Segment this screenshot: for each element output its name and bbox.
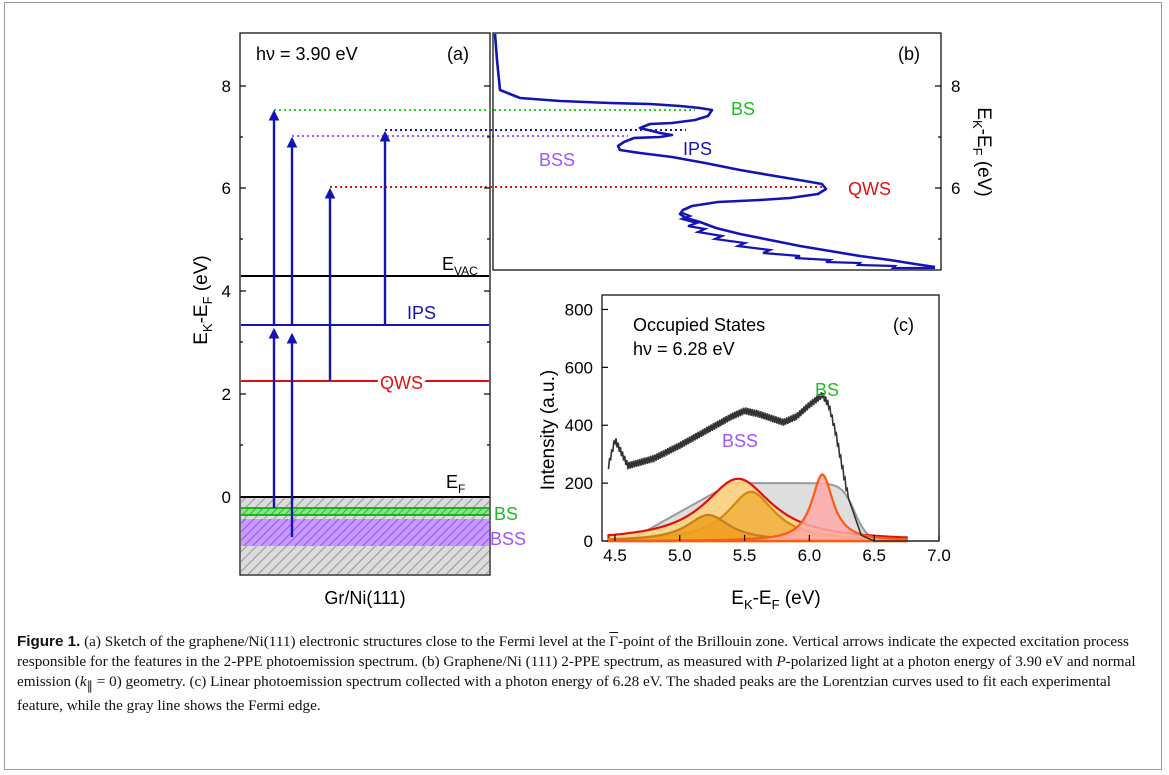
spectrum-noise [678,210,935,270]
bss-label-c: BSS [722,431,758,451]
ytick-c-label: 800 [565,300,593,319]
figure-caption: Figure 1. (a) Sketch of the graphene/Ni(… [17,633,1136,715]
panel-a-ylabel: EK-EF (eV) [191,255,215,345]
panel-c-title2: hν = 6.28 eV [633,339,735,359]
panel-c-axes: 4.5 5.0 5.5 6.0 6.5 7.0 0 200 400 600 800 [565,300,951,565]
qws-label: QWS [380,373,423,393]
caption-fig-label: Figure 1. [17,633,81,650]
panel-a-photon: hν = 3.90 eV [256,44,358,64]
ytick-c-label: 400 [565,416,593,435]
panel-c-xlabel: EK-EF (eV) [731,588,821,612]
panel-a: 0 2 4 6 8 EK-EF (eV) hν = 3.90 eV (a) Gr… [191,32,825,608]
panel-a-frame [239,32,491,576]
bss-label-a: BSS [490,529,526,549]
xtick-c-label: 6.5 [862,546,886,565]
ytick-c-label: 200 [565,474,593,493]
2ppe-spectrum [493,33,936,269]
bss-label-b: BSS [539,150,575,170]
evac-label: EVAC [442,254,478,278]
xtick-c-label: 5.5 [733,546,757,565]
measured-spectrum [607,392,939,542]
qws-label-b: QWS [848,179,891,199]
ips-label: IPS [407,303,436,323]
bss-band [241,519,489,546]
panel-a-label: (a) [447,44,469,64]
figure-graphic: 0 2 4 6 8 EK-EF (eV) hν = 3.90 eV (a) Gr… [191,32,994,612]
bs-label-b: BS [731,99,755,119]
bs-band [241,508,489,515]
panel-b-frame [492,32,942,271]
panel-b-label: (b) [898,44,920,64]
panel-c-ylabel: Intensity (a.u.) [538,370,559,490]
panel-c-label: (c) [893,315,914,335]
ytick-b-6: 6 [951,179,960,198]
xtick-c-label: 7.0 [927,546,951,565]
bs-label-c: BS [815,380,839,400]
ef-label: EF [446,472,465,496]
ytick-a-6: 6 [222,179,231,198]
panel-b-ylabel: EK-EF (eV) [970,107,994,197]
bs-label-a: BS [494,504,518,524]
panel-b: 6 8 EK-EF (eV) (b) BS IPS BSS QWS [492,32,994,271]
ytick-a-4: 4 [222,282,231,301]
ytick-a-2: 2 [222,385,231,404]
xtick-c-label: 4.5 [603,546,627,565]
ytick-a-0: 0 [222,488,231,507]
panel-c-plot [607,392,939,543]
xtick-c-label: 6.0 [798,546,822,565]
ytick-a-8: 8 [222,77,231,96]
ips-label-b: IPS [683,139,712,159]
panel-a-xlabel: Gr/Ni(111) [324,588,405,608]
ytick-b-8: 8 [951,77,960,96]
ytick-c-label: 0 [584,532,593,551]
ytick-c-label: 600 [565,358,593,377]
panel-c: 4.5 5.0 5.5 6.0 6.5 7.0 0 200 400 600 800 Intensit… [538,294,951,612]
xtick-c-label: 5.0 [668,546,692,565]
excitation-arrows [268,109,391,537]
panel-c-title1: Occupied States [633,315,765,335]
figure-frame [4,2,1162,770]
fit-peak-4 [607,473,908,543]
gamma-symbol: Γ [609,633,619,650]
